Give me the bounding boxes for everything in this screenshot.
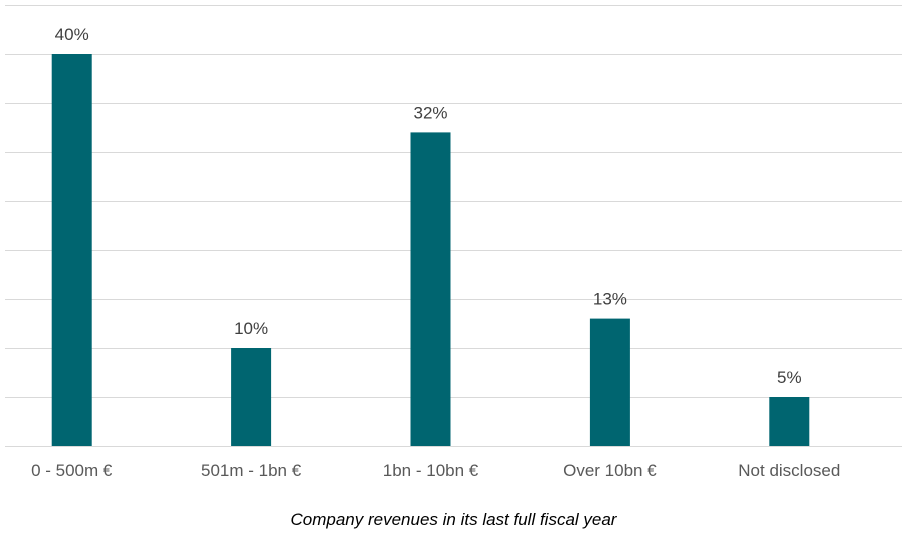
data-label-3: 32% (413, 103, 447, 122)
data-label-1: 40% (55, 25, 89, 44)
x-axis-tick-labels: 0 - 500m € 501m - 1bn € 1bn - 10bn € Over 1… (31, 461, 840, 480)
gridlines (5, 5, 902, 447)
data-label-2: 10% (234, 319, 268, 338)
x-axis-title: Company revenues in its last full fiscal… (291, 510, 618, 529)
x-tick-label-2: 501m - 1bn € (201, 461, 302, 480)
data-label-4: 13% (593, 290, 627, 309)
bar-3 (410, 132, 451, 446)
data-label-5: 5% (777, 368, 802, 387)
x-tick-label-5: Not disclosed (738, 461, 840, 480)
x-tick-label-3: 1bn - 10bn € (383, 461, 479, 480)
data-labels: 40% 10% 32% 13% 5% (55, 25, 802, 387)
bar-5 (769, 397, 810, 446)
bars (51, 54, 810, 446)
x-tick-label-4: Over 10bn € (563, 461, 657, 480)
bar-2 (231, 348, 272, 446)
x-tick-label-1: 0 - 500m € (31, 461, 113, 480)
bar-1 (51, 54, 92, 446)
bar-4 (589, 318, 630, 446)
